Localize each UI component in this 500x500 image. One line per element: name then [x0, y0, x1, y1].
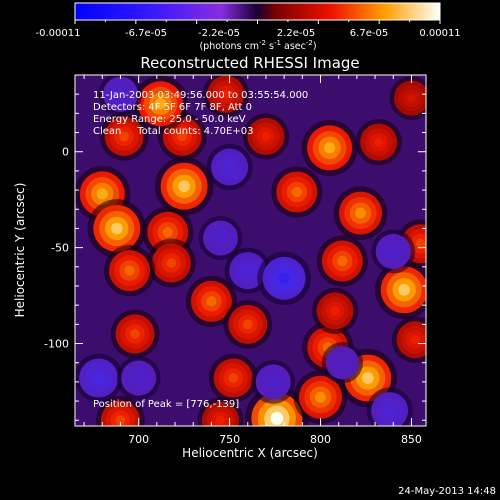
- negative-blob: [116, 89, 125, 99]
- annotation-time-range: 11-Jan-2003 03:49:56.000 to 03:55:54.000: [93, 90, 308, 101]
- x-tick-label: 700: [128, 433, 149, 446]
- colorbar-tick-label: 6.7e-05: [350, 28, 388, 39]
- annotation-peak-position: Position of Peak = [776,-139]: [93, 399, 239, 410]
- emission-blob: [221, 89, 231, 99]
- emission-blob: [337, 255, 348, 267]
- negative-blob: [268, 377, 278, 387]
- emission-blob: [110, 222, 123, 235]
- colorbar-ticks: [74, 20, 441, 24]
- x-tick-label: 850: [401, 433, 422, 446]
- colorbar-tick-label: -2.2e-05: [198, 28, 240, 39]
- negative-blob: [388, 247, 398, 256]
- emission-blob: [410, 335, 420, 345]
- x-tick-labels: 700 750 800 850: [128, 433, 422, 446]
- colorbar-tick-label: -6.7e-05: [125, 28, 167, 39]
- y-tick-label: -50: [51, 242, 69, 255]
- emission-blob: [330, 306, 340, 316]
- colorbar-tick-label: -0.00011: [36, 28, 81, 39]
- negative-blob: [224, 162, 235, 172]
- footer-date-stamp: 24-May-2013 14:48: [398, 486, 496, 497]
- emission-blob: [415, 238, 426, 249]
- colorbar-tick-label: 0.00011: [419, 28, 460, 39]
- emission-blob: [261, 131, 271, 142]
- annotation-clean-counts: Clean Total counts: 4.70E+03: [93, 126, 253, 137]
- negative-blob: [278, 272, 290, 284]
- emission-blob: [291, 186, 303, 198]
- y-tick-label: 0: [62, 146, 69, 159]
- emission-blob: [154, 98, 167, 110]
- negative-blob: [216, 233, 225, 243]
- y-tick-labels: 0 -50 -100: [44, 146, 69, 351]
- emission-blob: [361, 372, 374, 384]
- annotation-energy-range: Energy Range: 25.0 - 50.0 keV: [93, 114, 246, 125]
- emission-blob: [162, 227, 173, 238]
- colorbar: [74, 2, 441, 21]
- emission-blob: [355, 207, 366, 219]
- emission-blob: [270, 411, 284, 425]
- x-tick-label: 800: [310, 433, 331, 446]
- image-emission-blobs: [75, 75, 426, 426]
- negative-blob: [338, 358, 347, 367]
- emission-blob: [323, 142, 336, 154]
- negative-blob: [93, 373, 104, 383]
- emission-blob: [130, 329, 140, 339]
- negative-blob: [384, 406, 395, 416]
- emission-blob: [177, 131, 188, 142]
- annotation-detectors: Detectors: 4F 5F 6F 7F 8F, Att 0: [93, 102, 252, 113]
- emission-blob: [228, 373, 239, 383]
- y-tick-label: -100: [44, 338, 69, 351]
- colorbar-tick-label: 2.2e-05: [277, 28, 315, 39]
- emission-blob: [115, 415, 126, 426]
- emission-blob: [242, 319, 253, 330]
- plot-frame: [74, 74, 427, 427]
- emission-blob: [407, 93, 416, 103]
- emission-blob: [119, 131, 129, 142]
- chart-title: Reconstructed RHESSI Image: [140, 54, 359, 72]
- colorbar-unit-label: (photons cm-2 s-1 asec-2): [199, 39, 316, 52]
- y-axis-label: Heliocentric Y (arcsec): [13, 183, 27, 318]
- emission-blob: [315, 391, 326, 403]
- emission-blob: [374, 137, 384, 147]
- emission-blob: [178, 180, 190, 193]
- emission-blob: [215, 415, 226, 425]
- emission-blob: [166, 258, 177, 268]
- x-tick-label: 750: [219, 433, 240, 446]
- emission-blob: [206, 296, 217, 307]
- emission-blob: [124, 265, 135, 276]
- x-axis-label: Heliocentric X (arcsec): [182, 446, 318, 460]
- emission-blob: [96, 188, 108, 200]
- negative-blob: [243, 266, 253, 276]
- axis-ticks: [75, 74, 426, 426]
- negative-blob: [134, 373, 144, 383]
- emission-blob: [398, 283, 411, 296]
